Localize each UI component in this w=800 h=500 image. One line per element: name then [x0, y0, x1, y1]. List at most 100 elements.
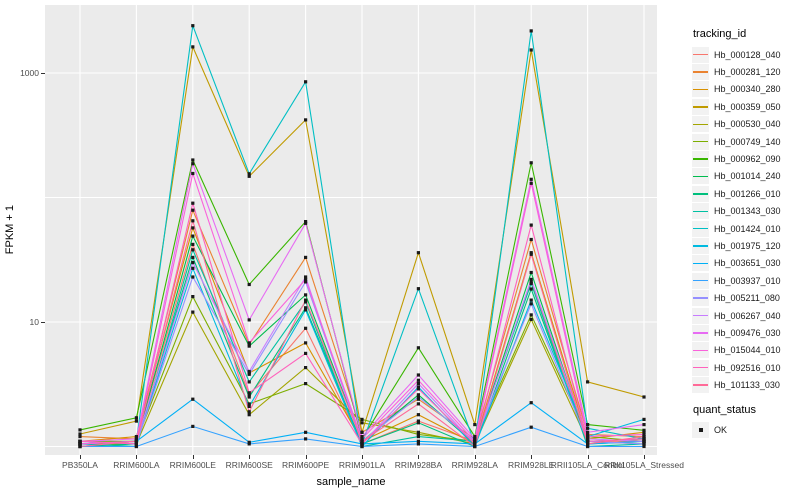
data-point	[416, 432, 420, 436]
legend-entry-Hb_015044_010: Hb_015044_010	[692, 342, 798, 359]
legend-entry-Hb_001975_120: Hb_001975_120	[692, 237, 798, 254]
data-point	[304, 221, 308, 225]
x-tick-mark	[80, 455, 81, 459]
data-point	[304, 277, 308, 281]
legend-entry-Hb_000128_040: Hb_000128_040	[692, 46, 798, 63]
y-tick-mark	[41, 73, 45, 74]
data-point	[529, 287, 533, 291]
legend-label: Hb_001975_120	[714, 240, 781, 251]
x-tick-label-RRIM600PE: RRIM600PE	[281, 460, 330, 470]
legend-key-swatch	[692, 98, 709, 115]
legend-key-swatch	[692, 255, 709, 272]
data-point	[360, 442, 364, 446]
data-point	[304, 430, 308, 434]
legend-entry-Hb_000530_040: Hb_000530_040	[692, 116, 798, 133]
data-point	[191, 424, 195, 428]
x-tick-label-RRIM928BA: RRIM928BA	[394, 460, 443, 470]
plot-panel	[45, 5, 657, 455]
data-point	[191, 266, 195, 270]
legend-key-swatch	[692, 359, 709, 376]
x-tick-label-RRII105LA_Stressed: RRII105LA_Stressed	[604, 460, 684, 470]
legend-title-quant-status: quant_status	[693, 403, 756, 416]
data-point	[304, 341, 308, 345]
data-point	[247, 344, 251, 348]
data-point	[304, 80, 308, 84]
y-axis-title: FPKM + 1	[4, 205, 16, 255]
data-point	[191, 171, 195, 176]
data-point	[473, 437, 477, 441]
data-point	[304, 220, 308, 224]
data-point	[304, 306, 308, 310]
legend-key-swatch	[692, 290, 709, 307]
plot-canvas	[45, 5, 657, 455]
legend-entries-tracking-id: Hb_000128_040 Hb_000281_120 Hb_000340_280 H…	[692, 46, 798, 394]
legend-entry-Hb_000359_050: Hb_000359_050	[692, 98, 798, 115]
legend-label: Hb_000281_120	[714, 67, 781, 78]
data-point	[642, 432, 646, 436]
data-point	[642, 442, 646, 446]
data-point	[416, 385, 420, 389]
x-tick-mark	[192, 455, 194, 459]
data-point	[529, 317, 533, 321]
data-point	[78, 435, 82, 439]
data-point	[247, 380, 251, 384]
data-point	[304, 298, 308, 302]
legend-line-glyph	[693, 175, 708, 178]
legend-label: Hb_000128_040	[714, 49, 781, 60]
x-axis-title: sample_name	[316, 476, 386, 488]
data-point	[529, 281, 533, 286]
data-point	[586, 444, 590, 449]
legend-line-glyph	[693, 158, 708, 160]
data-point	[529, 223, 533, 227]
data-point	[247, 174, 251, 178]
data-point	[247, 341, 251, 345]
data-point	[134, 444, 138, 449]
legend-line-glyph	[693, 314, 708, 317]
data-point	[529, 401, 533, 405]
x-tick-mark	[362, 455, 363, 459]
data-point	[304, 118, 308, 122]
x-tick-label-RRIM600LE: RRIM600LE	[169, 460, 216, 470]
x-tick-mark	[474, 455, 476, 459]
data-point	[304, 308, 308, 312]
data-point	[642, 439, 646, 443]
y-tick-label: 1000	[20, 67, 39, 78]
legend-key-swatch	[692, 421, 709, 438]
legend-label: Hb_101133_030	[714, 380, 780, 391]
legend-key-swatch	[692, 168, 709, 185]
legend-label: Hb_009476_030	[714, 327, 781, 338]
legend-line-glyph	[693, 280, 708, 282]
legend-label: OK	[714, 424, 728, 435]
data-point	[529, 313, 533, 317]
data-point	[529, 29, 533, 33]
legend-label: Hb_092516_010	[714, 362, 781, 373]
legend-line-glyph	[693, 245, 708, 247]
data-point	[191, 397, 195, 401]
legend-key-swatch	[692, 81, 709, 98]
legend-key-swatch	[692, 116, 709, 133]
legend-line-glyph	[693, 332, 708, 334]
data-point	[134, 442, 138, 446]
data-point	[191, 45, 195, 49]
data-point	[134, 435, 138, 439]
data-point	[586, 432, 590, 436]
legend-line-glyph	[693, 140, 708, 143]
legend-label: Hb_001014_240	[714, 171, 781, 182]
legend-line-glyph	[693, 106, 708, 108]
data-point	[247, 393, 251, 397]
data-point	[247, 402, 251, 406]
legend-line-glyph	[693, 210, 708, 212]
x-tick-label-RRIM600LA: RRIM600LA	[113, 460, 160, 470]
data-point	[360, 421, 364, 425]
data-point	[247, 442, 251, 446]
data-point	[191, 248, 195, 252]
data-point	[416, 382, 420, 386]
x-tick-label-RRIM928LA: RRIM928LA	[451, 460, 498, 470]
data-point	[304, 300, 308, 304]
data-point	[78, 439, 82, 443]
data-point	[247, 395, 251, 399]
data-point	[247, 413, 251, 417]
data-point	[473, 444, 477, 449]
legend-label: Hb_005211_080	[714, 293, 780, 304]
